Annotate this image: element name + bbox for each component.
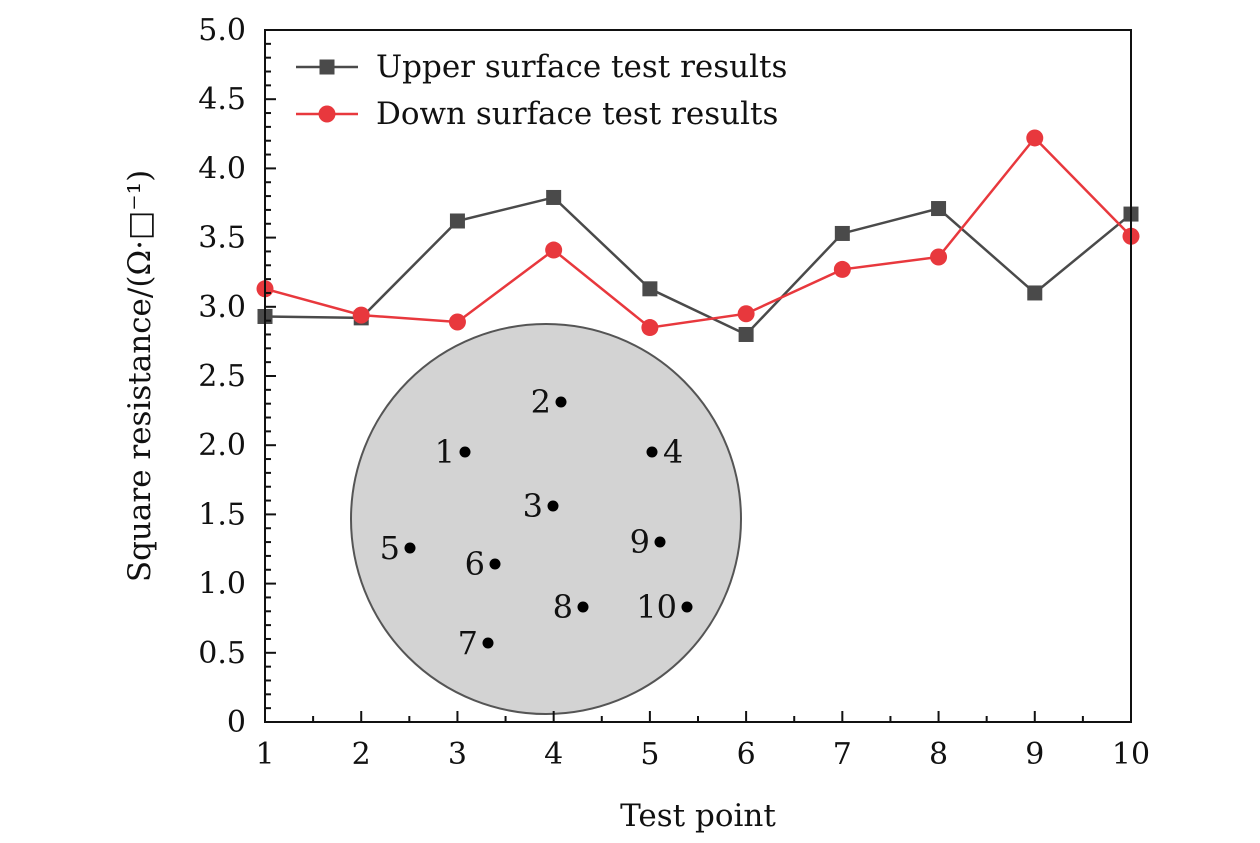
x-tick-label-7: 7 <box>833 737 852 772</box>
inset-point-7-label: 7 <box>458 624 478 662</box>
series-layer <box>256 129 1140 342</box>
x-tick-label-5: 5 <box>640 737 659 772</box>
inset-point-3-label: 3 <box>523 487 543 525</box>
inset-point-6-dot <box>489 558 501 570</box>
series-1-point-6 <box>738 326 754 342</box>
legend-2-marker <box>318 105 336 123</box>
x-axis-label: Test point <box>620 798 776 834</box>
inset-point-9-label: 9 <box>630 523 650 561</box>
inset-point-3-dot <box>547 500 559 512</box>
series-2-point-3 <box>448 313 466 331</box>
y-tick-label-1.0: 1.0 <box>198 567 246 602</box>
x-tick-label-10: 10 <box>1112 737 1150 772</box>
series-1-point-5 <box>642 281 658 297</box>
series-1-point-3 <box>449 213 465 229</box>
x-tick-label-8: 8 <box>929 737 948 772</box>
inset-point-6-label: 6 <box>465 545 485 583</box>
y-tick-label-1.5: 1.5 <box>198 497 246 532</box>
y-axis-label: Square resistance/(Ω·□⁻¹) <box>122 170 158 582</box>
x-tick-label-9: 9 <box>1025 737 1044 772</box>
x-tick-label-3: 3 <box>448 737 467 772</box>
inset-point-5-dot <box>404 542 416 554</box>
inset-point-5-label: 5 <box>380 529 400 567</box>
series-1-point-9 <box>1027 285 1043 301</box>
legend-1-marker <box>319 59 335 75</box>
y-tick-label-0.5: 0.5 <box>198 636 246 671</box>
axes-layer: 1 2 3 4 5 6 7 8 9 10 0 0.5 1.0 1.5 2.0 2.5 3.0 3.5 4.0 4.5 5… <box>198 13 1150 772</box>
inset-point-4-dot <box>646 446 658 458</box>
y-tick-label-4.0: 4.0 <box>198 151 246 186</box>
series-2-point-6 <box>737 305 755 323</box>
legend-1-label: Upper surface test results <box>376 49 787 85</box>
y-tick-label-3.5: 3.5 <box>198 221 246 256</box>
inset-point-7-dot <box>482 637 494 649</box>
y-tick-label-2.5: 2.5 <box>198 359 246 394</box>
series-2-point-9 <box>1026 129 1044 147</box>
wafer-circle <box>350 323 742 715</box>
x-tick-label-6: 6 <box>737 737 756 772</box>
wafer-inset: 1 2 3 4 5 6 7 8 9 10 <box>350 323 742 715</box>
series-1-line <box>264 196 1132 336</box>
x-tick-label-1: 1 <box>255 737 274 772</box>
inset-point-2-dot <box>555 396 567 408</box>
series-2-point-2 <box>352 306 370 324</box>
y-tick-label-5.0: 5.0 <box>198 13 246 48</box>
series-1-point-8 <box>931 201 947 217</box>
y-tick-label-2.0: 2.0 <box>198 428 246 463</box>
inset-point-9-dot <box>654 536 666 548</box>
inset-point-2-label: 2 <box>531 383 551 421</box>
series-2-point-4 <box>545 241 563 259</box>
inset-point-10-label: 10 <box>636 588 677 626</box>
series-2-line <box>264 136 1132 329</box>
series-2-point-5 <box>641 319 659 337</box>
series-1-point-4 <box>546 189 562 205</box>
x-tick-label-4: 4 <box>544 737 563 772</box>
y-tick-label-4.5: 4.5 <box>198 82 246 117</box>
y-tick-label-3.0: 3.0 <box>198 290 246 325</box>
inset-point-1-dot <box>459 446 471 458</box>
x-tick-label-2: 2 <box>352 737 371 772</box>
inset-point-8-dot <box>577 601 589 613</box>
series-2-point-7 <box>833 260 851 278</box>
inset-point-1-label: 1 <box>435 433 455 471</box>
inset-point-8-label: 8 <box>553 588 573 626</box>
series-2-point-8 <box>930 248 948 266</box>
inset-point-10-dot <box>681 601 693 613</box>
series-1-point-7 <box>834 225 850 241</box>
legend-2-label: Down surface test results <box>376 96 778 132</box>
inset-point-4-label: 4 <box>663 433 683 471</box>
legend: Upper surface test results Down surface t… <box>296 49 787 132</box>
y-tick-label-0: 0 <box>227 705 246 740</box>
